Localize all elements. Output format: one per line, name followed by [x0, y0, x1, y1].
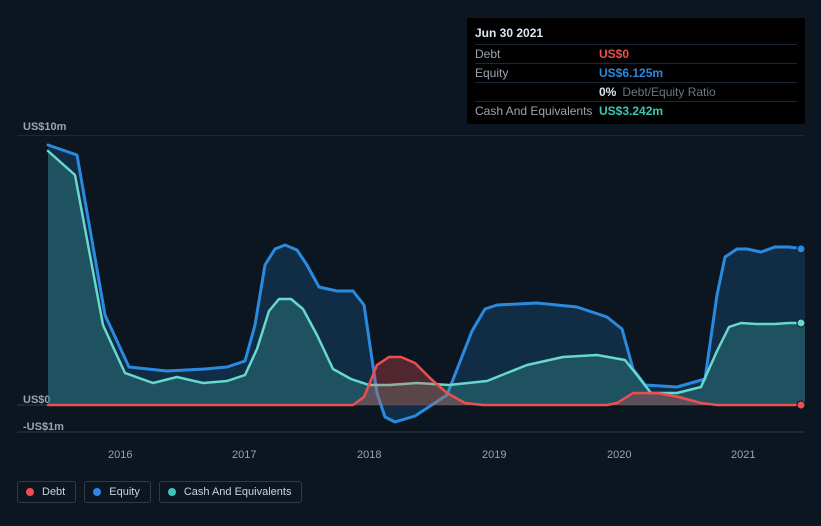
debt-equity-chart	[17, 135, 805, 437]
tooltip-value: US$3.242m	[599, 104, 663, 118]
legend-dot-icon	[93, 488, 101, 496]
legend-label: Debt	[42, 486, 65, 498]
tooltip-label: Debt	[475, 47, 599, 61]
series-end-marker-debt	[797, 401, 805, 409]
tooltip-label: Cash And Equivalents	[475, 104, 599, 118]
legend-label: Cash And Equivalents	[184, 486, 292, 498]
tooltip-row-ratio: 0% Debt/Equity Ratio	[475, 82, 797, 101]
legend-dot-icon	[26, 488, 34, 496]
tooltip-label: Equity	[475, 66, 599, 80]
legend-item-debt[interactable]: Debt	[17, 481, 76, 503]
x-axis-label: 2016	[108, 449, 132, 461]
legend-item-equity[interactable]: Equity	[84, 481, 151, 503]
series-cash	[48, 151, 805, 405]
legend-item-cash[interactable]: Cash And Equivalents	[159, 481, 303, 503]
tooltip-value: 0%	[599, 85, 616, 99]
legend-label: Equity	[109, 486, 140, 498]
tooltip-row-cash: Cash And Equivalents US$3.242m	[475, 101, 797, 120]
tooltip-date: Jun 30 2021	[475, 24, 797, 44]
chart-tooltip: Jun 30 2021 Debt US$0 Equity US$6.125m 0…	[467, 18, 805, 124]
series-end-marker-equity	[797, 245, 805, 253]
tooltip-value: US$6.125m	[599, 66, 663, 80]
x-axis-label: 2018	[357, 449, 381, 461]
tooltip-row-equity: Equity US$6.125m	[475, 63, 797, 82]
tooltip-row-debt: Debt US$0	[475, 44, 797, 63]
tooltip-value: US$0	[599, 47, 629, 61]
series-end-marker-cash	[797, 319, 805, 327]
chart-legend: Debt Equity Cash And Equivalents	[17, 481, 302, 503]
x-axis-label: 2017	[232, 449, 256, 461]
x-axis-label: 2019	[482, 449, 506, 461]
y-axis-label-top: US$10m	[23, 121, 66, 133]
x-axis-label: 2021	[731, 449, 755, 461]
legend-dot-icon	[168, 488, 176, 496]
tooltip-sublabel: Debt/Equity Ratio	[622, 85, 715, 99]
tooltip-label	[475, 85, 599, 99]
x-axis-label: 2020	[607, 449, 631, 461]
